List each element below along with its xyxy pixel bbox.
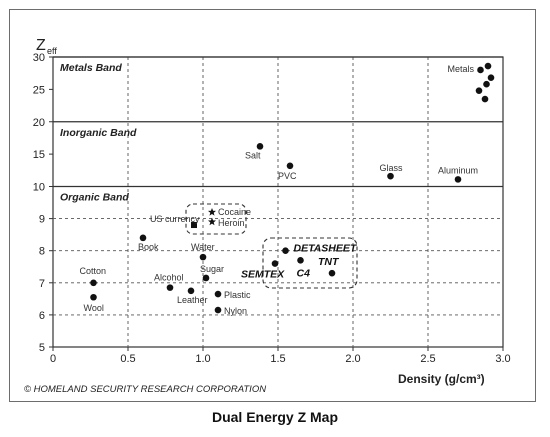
x-tick-label: 2.0 bbox=[345, 353, 360, 365]
data-point bbox=[477, 66, 484, 74]
y-axis-title: Z bbox=[36, 37, 46, 54]
data-label: Glass bbox=[380, 163, 404, 173]
data-label: Salt bbox=[245, 150, 261, 160]
data-label: Aluminum bbox=[438, 165, 478, 175]
data-point bbox=[90, 293, 97, 301]
data-point bbox=[208, 208, 216, 216]
y-tick-label: 15 bbox=[33, 149, 45, 161]
data-label: Cotton bbox=[80, 266, 107, 276]
y-tick-label: 5 bbox=[39, 342, 45, 354]
x-tick-label: 3.0 bbox=[495, 353, 510, 365]
x-tick-label: 1.0 bbox=[195, 353, 210, 365]
data-label: SEMTEX bbox=[241, 269, 285, 281]
data-point bbox=[191, 222, 197, 229]
data-label: Metals bbox=[448, 64, 475, 74]
data-point bbox=[481, 95, 489, 103]
figure-caption: Dual Energy Z Map bbox=[211, 409, 339, 425]
data-point bbox=[475, 87, 483, 94]
data-label: Alcohol bbox=[154, 273, 184, 283]
y-axis-title-subscript: eff bbox=[47, 46, 57, 56]
x-axis-title: Density (g/cm³) bbox=[398, 372, 485, 386]
data-point bbox=[208, 217, 216, 226]
data-label: DETASHEET bbox=[294, 243, 358, 255]
data-point bbox=[90, 279, 97, 287]
data-label: PVC bbox=[278, 171, 297, 181]
y-tick-label: 6 bbox=[39, 310, 45, 322]
data-label: Sugar bbox=[200, 264, 224, 274]
data-point bbox=[484, 62, 492, 70]
chart-credit: © HOMELAND SECURITY RESEARCH CORPORATION bbox=[24, 384, 267, 395]
x-tick-label: 0.5 bbox=[120, 353, 135, 365]
band-label: Inorganic Band bbox=[60, 127, 137, 139]
band-label: Metals Band bbox=[60, 62, 122, 74]
data-label: Cocaine bbox=[218, 207, 251, 217]
y-tick-label: 20 bbox=[33, 117, 45, 129]
data-label: US currency bbox=[150, 214, 200, 224]
x-tick-label: 0 bbox=[50, 353, 56, 365]
drug-cluster-box bbox=[185, 203, 247, 235]
data-point bbox=[271, 260, 279, 267]
data-point bbox=[483, 80, 490, 88]
y-tick-label: 30 bbox=[33, 52, 45, 64]
data-point bbox=[202, 274, 210, 282]
data-point bbox=[214, 290, 222, 298]
y-tick-label: 10 bbox=[33, 182, 45, 194]
data-label: Nylon bbox=[224, 306, 247, 316]
data-label: Wool bbox=[84, 303, 104, 313]
data-label: Book bbox=[138, 242, 159, 252]
data-point bbox=[286, 162, 294, 170]
data-point bbox=[297, 257, 304, 264]
data-point bbox=[139, 234, 147, 242]
x-tick-label: 1.5 bbox=[270, 353, 285, 365]
data-point bbox=[199, 253, 207, 261]
data-point bbox=[328, 269, 336, 277]
data-label: Leather bbox=[177, 295, 208, 305]
y-tick-label: 25 bbox=[33, 84, 45, 96]
data-point bbox=[166, 284, 174, 291]
data-label: Water bbox=[191, 242, 215, 252]
data-point bbox=[387, 172, 394, 180]
data-label: Heroin bbox=[218, 218, 245, 228]
band-label: Organic Band bbox=[60, 192, 129, 204]
data-label: TNT bbox=[318, 256, 340, 268]
y-tick-label: 9 bbox=[39, 214, 45, 226]
x-tick-label: 2.5 bbox=[420, 353, 435, 365]
data-label: C4 bbox=[297, 267, 311, 279]
data-point bbox=[282, 247, 289, 254]
explosives-cluster-box bbox=[262, 237, 358, 289]
data-point bbox=[214, 306, 222, 314]
data-label: Plastic bbox=[224, 290, 251, 300]
data-point bbox=[454, 176, 462, 183]
data-point bbox=[187, 287, 195, 295]
data-point bbox=[256, 143, 264, 150]
data-point bbox=[487, 74, 495, 82]
y-tick-label: 8 bbox=[39, 246, 45, 258]
y-tick-label: 7 bbox=[39, 278, 45, 290]
